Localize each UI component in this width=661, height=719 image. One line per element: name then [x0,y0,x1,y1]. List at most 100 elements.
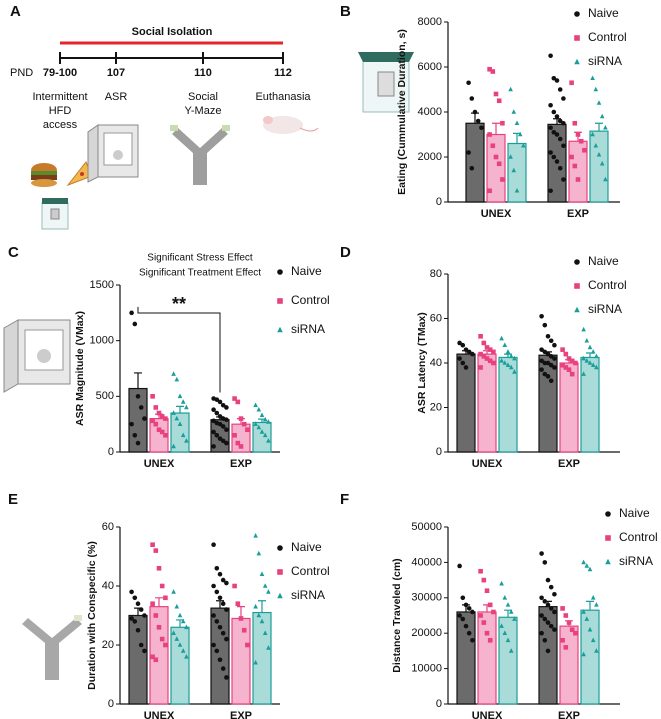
data-point [596,151,602,157]
data-point [171,589,176,594]
ymaze-icon [170,125,230,185]
data-point [493,154,499,160]
data-point [224,636,229,642]
data-point [539,630,544,636]
data-point [554,78,560,83]
data-point [259,618,265,624]
data-point [159,429,165,435]
data-point [484,588,490,594]
data-point [502,595,508,600]
significance-bracket [137,306,221,393]
data-point [469,165,475,171]
error-bar [492,122,500,135]
y-axis-label: ASR Latency (TMax) [416,312,428,414]
data-point [499,623,504,628]
y-tick-label: 6000 [418,61,442,73]
data-point [150,542,155,547]
data-point [539,613,544,618]
data-point [245,427,250,433]
data-point [593,142,599,148]
data-point [153,405,159,410]
data-point [259,429,265,434]
legend-marker [605,558,611,565]
x-tick-label: UNEX [144,710,175,719]
data-point [266,589,271,594]
data-point [129,421,134,427]
data-point [560,637,565,643]
data-point [256,550,262,556]
data-point [481,340,487,346]
data-point [481,620,487,625]
asr-icon-c [3,319,71,393]
data-point [478,334,483,339]
data-point [466,150,471,155]
data-point [253,603,258,609]
data-point [594,648,599,653]
data-point [217,414,223,419]
data-point [217,571,223,577]
data-point [581,559,586,565]
data-point [554,114,560,119]
y-tick-label: 40 [102,580,114,592]
data-point [159,636,165,642]
data-point [466,349,472,355]
data-point [460,616,466,622]
data-point [496,98,502,104]
timepoint: 112 [274,67,292,79]
legend-marker [277,545,283,551]
data-point [214,397,220,402]
data-point [539,367,544,372]
data-point [479,125,484,131]
data-point [253,402,258,408]
x-tick-label: UNEX [481,208,512,220]
data-point [153,421,159,427]
data-point [220,630,226,636]
data-point [517,131,523,137]
y-tick-label: 0 [108,698,114,710]
data-point [561,143,566,149]
data-point [163,595,168,601]
data-point [505,349,511,354]
data-point [256,612,262,618]
panel-label: F [340,491,349,508]
data-point [211,583,216,589]
y-tick-label: 500 [96,390,114,402]
data-point [129,589,134,595]
data-point [457,356,462,361]
data-point [542,560,548,565]
data-point [487,188,492,194]
data-point [470,637,475,643]
y-tick-label: 0 [108,446,114,458]
data-point [593,86,599,92]
data-point [599,113,605,119]
data-point [232,583,237,589]
data-point [174,376,180,382]
legend-marker [574,283,580,289]
data-point [603,124,608,130]
legend-marker [574,35,580,41]
data-point [590,595,596,600]
event-label: HFD [49,105,72,117]
cage-icon [41,198,69,230]
data-point [582,147,587,153]
bar [580,609,600,705]
data-point [542,371,548,377]
data-point [129,310,134,316]
legend-label: Naive [588,254,619,268]
bar [559,625,579,705]
data-point [560,362,565,368]
data-point [180,432,186,438]
food-icon [31,161,93,187]
data-point [548,150,553,155]
data-point [156,427,162,433]
data-point [508,609,514,614]
data-point [214,433,220,438]
ymaze-icon-e [22,615,82,680]
data-point [545,648,551,654]
data-point [475,118,481,124]
data-point [171,630,176,635]
data-point [466,630,472,636]
data-point [563,645,569,650]
data-point [484,356,490,361]
